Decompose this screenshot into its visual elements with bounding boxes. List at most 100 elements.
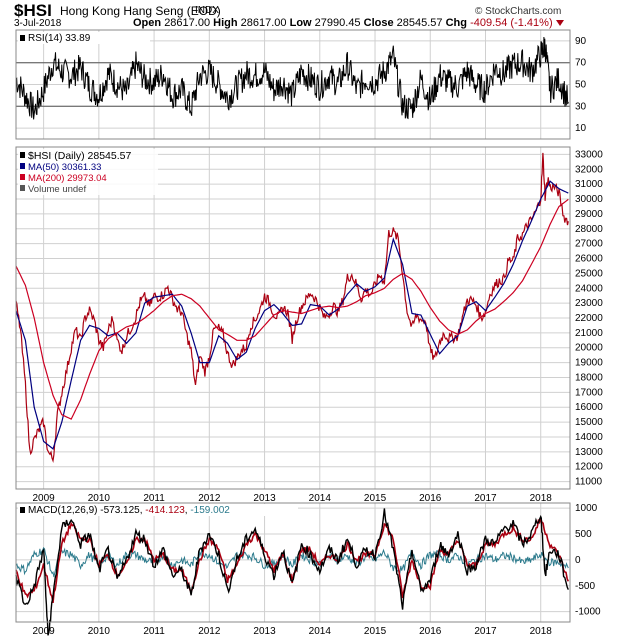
rsi-tick-label: 70 (575, 58, 587, 69)
rsi-legend-label: RSI(14) 33.89 (28, 33, 91, 44)
price-tick-label: 21000 (575, 328, 603, 339)
close-label: Close (363, 17, 394, 29)
price-tick-label: 24000 (575, 283, 603, 294)
open-value: 28617.00 (164, 17, 211, 29)
ohlc-strip: Open 28617.00 High 28617.00 Low 27990.45… (133, 17, 564, 29)
macd-legend-part: , (140, 505, 146, 516)
macd-tick-label: 500 (575, 529, 592, 540)
exchange-label: INDX (195, 5, 219, 16)
macd-x-tick-label: 2017 (474, 626, 497, 637)
macd-signal-line (15, 516, 570, 604)
price-x-tick-label: 2014 (309, 493, 332, 504)
high-label: High (213, 17, 238, 29)
macd-x-tick-label: 2015 (364, 626, 387, 637)
macd-tick-label: -500 (575, 581, 595, 592)
price-tick-label: 23000 (575, 298, 603, 309)
price-tick-label: 18000 (575, 372, 603, 383)
macd-legend-part: , (185, 505, 191, 516)
macd-tick-label: 1000 (575, 503, 598, 514)
rsi-tick-label: 10 (575, 123, 587, 134)
down-arrow-icon (555, 20, 564, 27)
price-tick-label: 22000 (575, 313, 603, 324)
macd-panel: -1000 -500 0 500 1000 MACD(12,26,9) -573.125,… (15, 502, 601, 637)
price-x-tick-label: 2010 (88, 493, 111, 504)
rsi-panel: 10 30 50 70 90 RSI(14) 33.89 (15, 29, 587, 140)
macd-x-tick-label: 2016 (419, 626, 442, 637)
macd-x-tick-label: 2013 (253, 626, 276, 637)
symbol-title: $HSI (14, 1, 52, 20)
price-tick-label: 26000 (575, 254, 603, 265)
price-tick-label: 25000 (575, 268, 603, 279)
brand-watermark: © StockCharts.com (475, 6, 562, 17)
rsi-tick-label: 90 (575, 36, 587, 47)
ma50-line (15, 180, 569, 450)
macd-x-tick-label: 2014 (309, 626, 332, 637)
price-tick-label: 19000 (575, 358, 603, 369)
macd-legend-part: MACD(12,26,9) (28, 505, 100, 516)
macd-legend-part: -159.002 (190, 505, 230, 516)
macd-legend-part: -414.123 (145, 505, 185, 516)
macd-x-tick-label: 2010 (88, 626, 111, 637)
price-tick-label: 15000 (575, 417, 603, 428)
price-tick-label: 27000 (575, 239, 603, 250)
price-x-tick-label: 2018 (530, 493, 553, 504)
price-tick-label: 32000 (575, 164, 603, 175)
price-tick-label: 14000 (575, 432, 603, 443)
macd-legend-label: MACD(12,26,9) -573.125, -414.123, -159.0… (28, 505, 230, 516)
price-tick-label: 33000 (575, 149, 603, 160)
price-frame (15, 146, 571, 490)
price-tick-label: 11000 (575, 477, 603, 488)
price-tick-label: 30000 (575, 194, 603, 205)
price-tick-label: 17000 (575, 387, 603, 398)
open-label: Open (133, 17, 162, 29)
chg-label: Chg (445, 17, 467, 29)
macd-legend-bg (18, 504, 298, 516)
chg-value: -409.54 (-1.41%) (470, 17, 553, 29)
close-value: 28545.57 (396, 17, 443, 29)
price-tick-label: 12000 (575, 462, 603, 473)
price-legend-swatch (20, 174, 25, 180)
price-x-tick-label: 2009 (32, 493, 55, 504)
price-legend-label: $HSI (Daily) 28545.57 (28, 150, 131, 162)
macd-line (15, 508, 569, 636)
price-x-tick-label: 2017 (474, 493, 497, 504)
high-value: 28617.00 (240, 17, 287, 29)
rsi-line (15, 36, 569, 120)
price-legend-swatch (20, 185, 25, 191)
price-tick-label: 31000 (575, 179, 603, 190)
price-legend-label: MA(200) 29973.04 (28, 173, 107, 184)
price-tick-label: 29000 (575, 209, 603, 220)
macd-x-tick-label: 2009 (32, 626, 55, 637)
macd-frame (15, 502, 571, 623)
macd-legend-part: -573.125 (100, 505, 140, 516)
price-legend-label: Volume undef (28, 184, 86, 195)
price-legend-swatch (20, 163, 25, 169)
ma200-line (15, 198, 569, 420)
macd-x-tick-label: 2011 (143, 626, 165, 637)
price-x-tick-label: 2013 (253, 493, 276, 504)
price-x-tick-label: 2012 (198, 493, 221, 504)
price-legend-bg (18, 149, 158, 195)
price-panel: 11000 12000 13000 14000 15000 16000 17000 18000… (15, 146, 603, 504)
quote-date: 3-Jul-2018 (14, 18, 62, 29)
macd-legend-swatch (20, 507, 25, 513)
price-x-tick-label: 2015 (364, 493, 387, 504)
price-legend-label: MA(50) 30361.33 (28, 162, 101, 173)
price-tick-label: 20000 (575, 343, 603, 354)
instrument-name: Hong Kong Hang Seng (EOD) (60, 4, 221, 18)
macd-x-tick-label: 2018 (530, 626, 553, 637)
low-label: Low (289, 17, 312, 29)
macd-x-tick-label: 2012 (198, 626, 221, 637)
rsi-legend-bg (18, 32, 150, 44)
low-value: 27990.45 (314, 17, 361, 29)
price-x-tick-label: 2011 (143, 493, 165, 504)
price-legend-swatch (20, 152, 25, 158)
price-tick-label: 16000 (575, 402, 603, 413)
rsi-legend-swatch (20, 35, 25, 41)
rsi-frame (15, 29, 571, 140)
price-tick-label: 28000 (575, 224, 603, 235)
macd-tick-label: 0 (575, 555, 581, 566)
macd-tick-label: -1000 (575, 607, 601, 618)
rsi-tick-label: 50 (575, 80, 587, 91)
